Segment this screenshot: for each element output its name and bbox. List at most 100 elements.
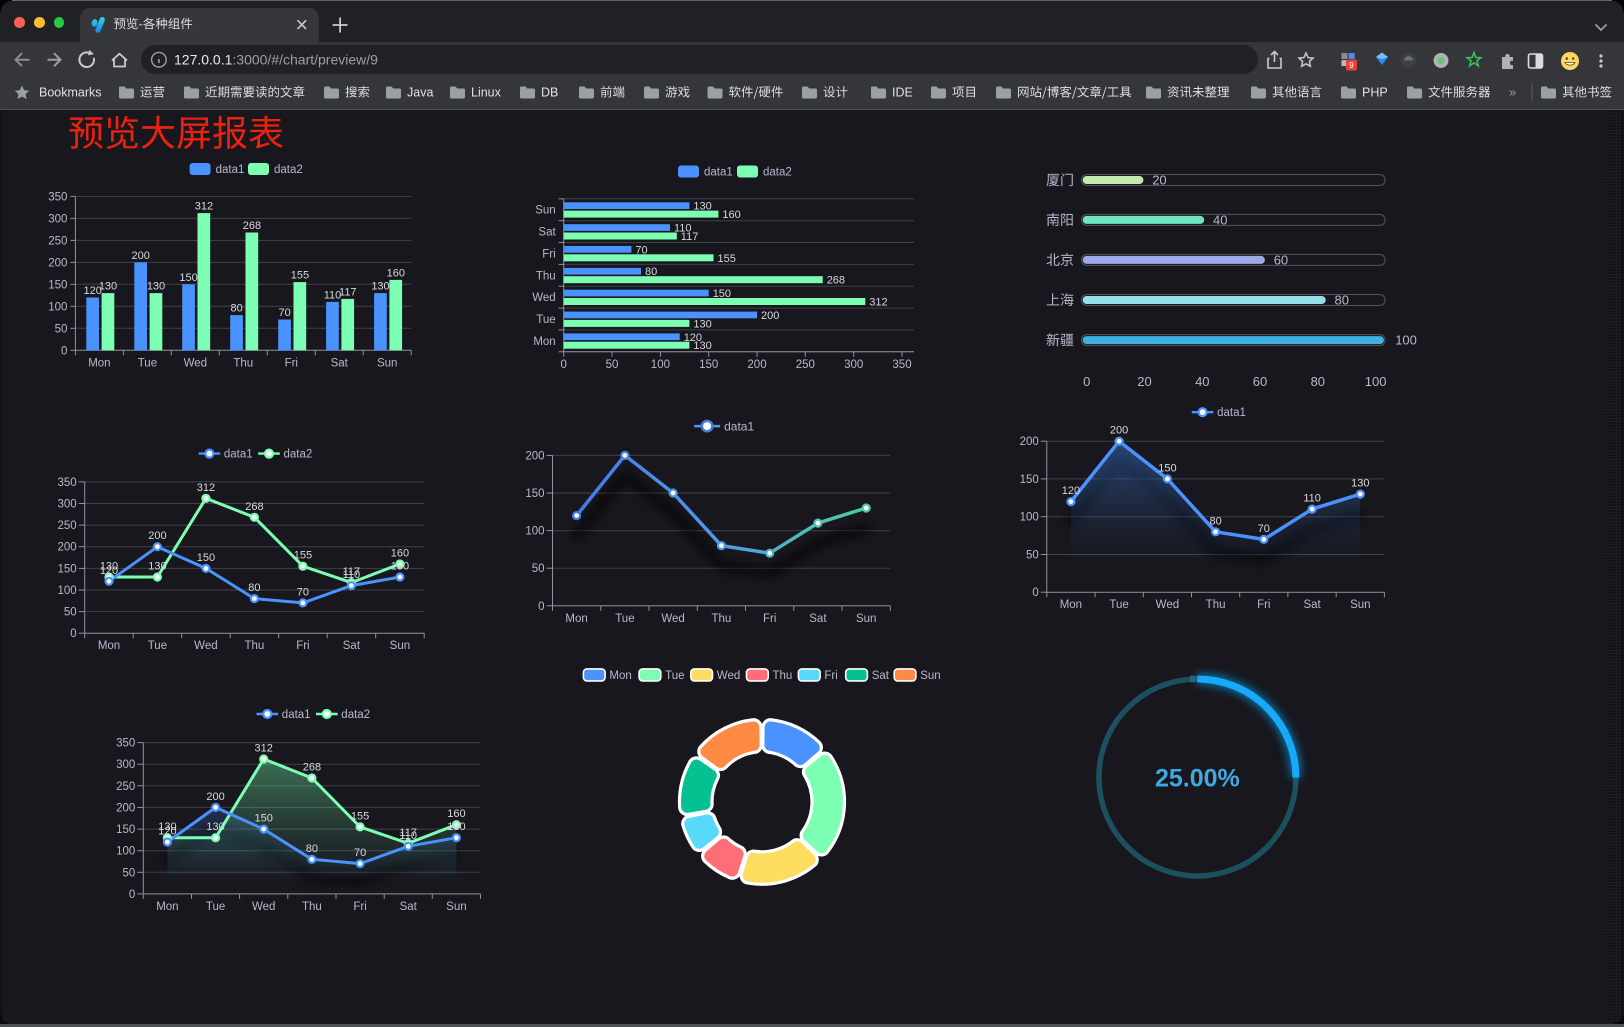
svg-text:150: 150 [48,279,67,291]
svg-text:200: 200 [132,250,150,262]
svg-text:DB: DB [541,86,558,100]
svg-text:130: 130 [693,318,711,330]
svg-text:120: 120 [158,826,176,838]
svg-text:Sat: Sat [872,670,890,682]
svg-text:data1: data1 [216,164,245,176]
svg-text:300: 300 [116,759,135,771]
svg-text:Sun: Sun [920,670,940,682]
svg-text:200: 200 [761,310,779,322]
svg-text:130: 130 [100,561,118,573]
svg-text:150: 150 [255,813,273,825]
svg-text:200: 200 [148,530,166,542]
svg-text:120: 120 [684,332,702,344]
svg-text:160: 160 [722,209,740,221]
svg-text:»: » [1509,85,1516,100]
svg-text:70: 70 [354,847,366,859]
svg-text:155: 155 [351,810,369,822]
svg-text:110: 110 [399,830,417,842]
svg-text:70: 70 [635,244,647,256]
svg-text:130: 130 [693,201,711,213]
svg-text:150: 150 [116,824,135,836]
svg-text:Thu: Thu [1206,599,1226,611]
svg-text:Fri: Fri [824,670,837,682]
svg-text:100: 100 [525,526,544,538]
svg-text:100: 100 [1365,374,1387,389]
svg-text:80: 80 [230,303,242,315]
svg-text:Linux: Linux [471,86,502,100]
svg-text:120: 120 [84,285,102,297]
svg-text:130: 130 [447,821,465,833]
svg-text:Fri: Fri [285,357,298,369]
svg-text:250: 250 [58,520,77,532]
svg-text:250: 250 [48,235,67,247]
svg-text:70: 70 [1258,523,1270,535]
svg-text:150: 150 [197,552,215,564]
svg-text:Mon: Mon [565,613,587,625]
svg-text:130: 130 [371,281,389,293]
svg-text:80: 80 [1209,515,1221,527]
svg-text:150: 150 [1020,474,1039,486]
svg-text:Wed: Wed [532,292,555,304]
svg-text:data2: data2 [284,449,313,461]
svg-text:Thu: Thu [233,357,253,369]
svg-text:200: 200 [1110,425,1128,437]
svg-text:100: 100 [1395,333,1417,348]
svg-text:155: 155 [718,253,736,265]
svg-text:data1: data1 [704,167,733,179]
svg-text:0: 0 [1083,374,1090,389]
svg-text:60: 60 [1253,374,1267,389]
svg-text:200: 200 [116,802,135,814]
svg-text:155: 155 [294,550,312,562]
svg-text:150: 150 [58,563,77,575]
svg-text:Wed: Wed [252,901,275,913]
svg-text:200: 200 [747,359,766,371]
svg-text:155: 155 [291,270,309,282]
svg-text:Sun: Sun [446,901,466,913]
svg-text:70: 70 [278,307,290,319]
svg-text:200: 200 [48,257,67,269]
svg-text:127.0.0.1:3000/#/chart/preview: 127.0.0.1:3000/#/chart/preview/9 [174,51,378,67]
svg-text:Mon: Mon [609,670,631,682]
svg-text:250: 250 [796,359,815,371]
svg-text:Sun: Sun [1350,599,1370,611]
svg-text:Mon: Mon [1060,599,1082,611]
svg-text:110: 110 [343,569,361,581]
svg-text:Wed: Wed [194,640,217,652]
svg-text:Fri: Fri [542,248,555,260]
svg-text:160: 160 [387,267,405,279]
svg-text:130: 130 [391,561,409,573]
svg-text:117: 117 [343,566,361,578]
svg-text:data1: data1 [1217,407,1246,419]
svg-text:Tue: Tue [615,613,634,625]
svg-text:Thu: Thu [302,901,322,913]
svg-text:IDE: IDE [892,86,913,100]
svg-text:80: 80 [1311,374,1325,389]
svg-text:80: 80 [1335,293,1349,308]
svg-text:50: 50 [606,359,619,371]
svg-text:350: 350 [48,191,67,203]
svg-text:268: 268 [303,762,321,774]
svg-text:Fri: Fri [353,901,366,913]
svg-text:100: 100 [116,846,135,858]
svg-text:Mon: Mon [533,336,555,348]
svg-text:Sat: Sat [1303,599,1321,611]
svg-text:312: 312 [197,482,215,494]
svg-text:0: 0 [1032,587,1038,599]
svg-text:0: 0 [538,601,544,613]
svg-text:Sat: Sat [809,613,827,625]
svg-text:data1: data1 [724,419,754,433]
svg-text:200: 200 [206,791,224,803]
svg-text:160: 160 [391,548,409,560]
svg-text:0: 0 [129,889,135,901]
svg-text:0: 0 [560,359,566,371]
svg-text:250: 250 [116,781,135,793]
svg-text:data1: data1 [224,449,253,461]
svg-text:110: 110 [324,289,342,301]
svg-text:130: 130 [1351,478,1369,490]
svg-text:Tue: Tue [138,357,157,369]
svg-text:130: 130 [158,821,176,833]
svg-text:117: 117 [399,827,417,839]
svg-text:Tue: Tue [1109,599,1128,611]
svg-text:data2: data2 [341,709,370,721]
svg-text:130: 130 [206,821,224,833]
